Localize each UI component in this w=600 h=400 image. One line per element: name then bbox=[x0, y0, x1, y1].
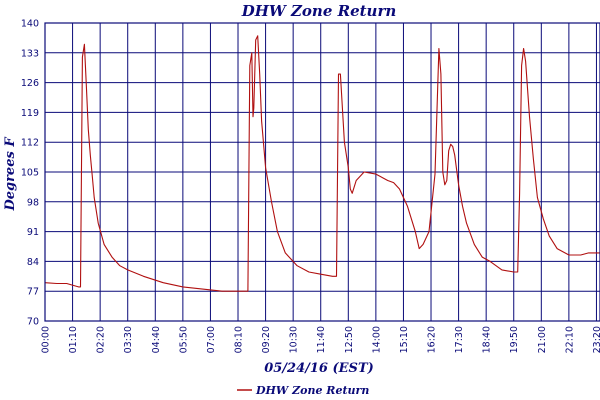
legend-label: DHW Zone Return bbox=[255, 384, 369, 397]
x-tick-label: 08:10 bbox=[234, 326, 245, 353]
y-axis-title: Degrees F bbox=[3, 137, 18, 212]
series-line bbox=[44, 35, 600, 292]
x-tick-label: 03:30 bbox=[123, 326, 134, 353]
x-tick-label: 00:00 bbox=[41, 326, 52, 353]
y-tick-label: 119 bbox=[21, 108, 39, 119]
grid bbox=[44, 22, 600, 322]
x-tick-label: 14:00 bbox=[371, 326, 382, 353]
y-tick-label: 84 bbox=[27, 257, 39, 268]
x-tick-label: 23:20 bbox=[592, 326, 600, 353]
y-tick-label: 105 bbox=[21, 168, 39, 179]
plot-frame bbox=[44, 22, 600, 322]
x-tick-label: 10:30 bbox=[289, 326, 300, 353]
x-tick-label: 16:20 bbox=[427, 326, 438, 353]
x-axis-title: 05/24/16 (EST) bbox=[264, 361, 374, 376]
x-tick-label: 01:10 bbox=[68, 326, 79, 353]
chart-title: DHW Zone Return bbox=[241, 2, 397, 20]
x-tick-label: 04:40 bbox=[151, 326, 162, 353]
y-axis: 70 77 84 91 98 105 112 119 126 133 140 bbox=[21, 19, 39, 328]
series-layer bbox=[44, 35, 600, 292]
y-tick-label: 112 bbox=[21, 138, 39, 149]
x-axis: 00:00 01:10 02:20 03:30 04:40 05:50 07:00 08:10… bbox=[41, 326, 600, 353]
y-tick-label: 77 bbox=[27, 287, 39, 298]
legend: DHW Zone Return bbox=[237, 384, 369, 397]
x-tick-label: 09:20 bbox=[261, 326, 272, 353]
x-tick-label: 05:50 bbox=[178, 326, 189, 353]
x-tick-label: 07:00 bbox=[206, 326, 217, 353]
x-tick-label: 21:00 bbox=[537, 326, 548, 353]
x-tick-label: 18:40 bbox=[482, 326, 493, 353]
y-tick-label: 126 bbox=[21, 78, 39, 89]
x-tick-label: 11:40 bbox=[316, 326, 327, 353]
y-tick-label: 91 bbox=[27, 227, 39, 238]
x-tick-label: 02:20 bbox=[96, 326, 107, 353]
y-tick-label: 133 bbox=[21, 48, 39, 59]
x-tick-label: 19:50 bbox=[509, 326, 520, 353]
x-tick-label: 12:50 bbox=[344, 326, 355, 353]
x-tick-label: 15:10 bbox=[399, 326, 410, 353]
x-tick-label: 22:10 bbox=[564, 326, 575, 353]
x-tick-label: 17:30 bbox=[454, 326, 465, 353]
y-tick-label: 70 bbox=[27, 317, 39, 328]
y-tick-label: 140 bbox=[21, 19, 39, 30]
y-tick-label: 98 bbox=[27, 197, 39, 208]
